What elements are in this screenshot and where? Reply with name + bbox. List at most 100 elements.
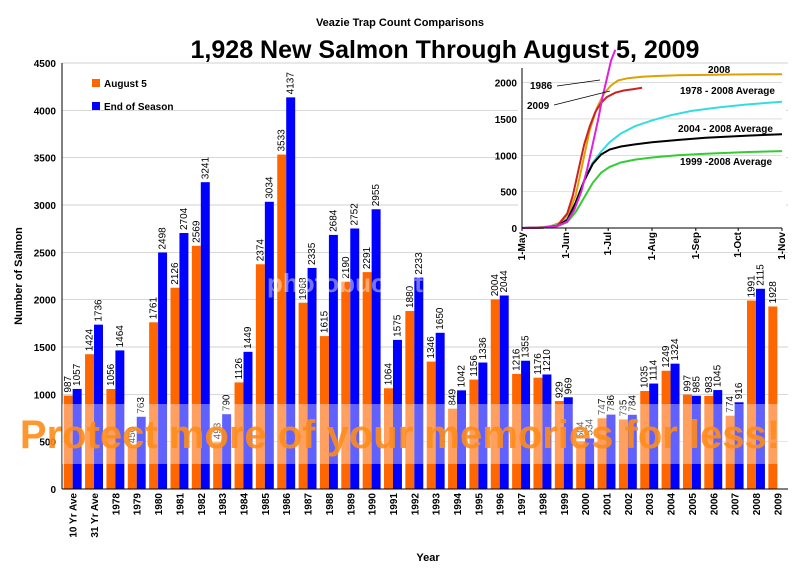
bar-end-of-season <box>734 402 744 489</box>
bar-value-label: 1056 <box>106 363 117 386</box>
y-tick-label: 4000 <box>34 106 57 117</box>
bar-august5 <box>490 299 500 489</box>
bar-value-label: 2684 <box>328 209 339 232</box>
y-tick-label: 0 <box>50 485 56 496</box>
legend: August 5 End of Season <box>92 79 173 113</box>
bar-end-of-season <box>649 383 659 489</box>
x-tick-label: 1992 <box>410 493 421 516</box>
y-tick-label: 1000 <box>34 390 57 401</box>
bar-value-label: 997 <box>682 374 693 391</box>
inset-line-1986 <box>521 49 617 229</box>
bar-august5 <box>725 415 735 489</box>
x-tick-label: 1981 <box>175 493 186 516</box>
x-tick-label: 1991 <box>389 493 400 516</box>
bar-august5 <box>384 388 393 489</box>
bar-value-label: 1064 <box>383 363 394 386</box>
bar-value-label: 493 <box>213 422 224 439</box>
bar-end-of-season <box>371 209 381 489</box>
annotation-1986: 1986 <box>530 81 553 92</box>
bar-value-label: 2569 <box>191 220 202 243</box>
annotation-2009: 2009 <box>527 101 550 112</box>
bar-value-label: 1114 <box>649 359 660 380</box>
main-bars <box>63 97 778 490</box>
bar-august5 <box>63 395 73 489</box>
bar-end-of-season <box>115 350 125 489</box>
bar-august5 <box>319 336 329 489</box>
bar-value-label: 1210 <box>542 349 553 372</box>
bar-value-label: 2233 <box>414 252 425 275</box>
bar-value-label: 2291 <box>362 246 373 269</box>
inset-series-lines <box>521 49 783 229</box>
inset-x-tick-label: 1-Jun <box>561 232 572 259</box>
bar-end-of-season <box>627 414 637 489</box>
bar-august5 <box>426 361 436 489</box>
y-tick-label: 3000 <box>34 201 57 212</box>
bar-value-label: 747 <box>597 398 608 415</box>
bar-end-of-season <box>350 228 360 489</box>
bar-august5 <box>533 377 543 489</box>
inset-line-chart: 0 500 1000 1500 2000 1-May 1-Jun 1-Jul 1-Aug 1-Se… <box>495 49 788 260</box>
bar-august5 <box>298 302 308 489</box>
bar-value-label: 450 <box>127 426 138 443</box>
bar-value-label: 1761 <box>149 297 160 320</box>
inset-y-tick-label: 1000 <box>495 151 518 162</box>
bar-value-label: 504 <box>576 421 587 438</box>
bar-value-label: 1346 <box>426 336 437 359</box>
bar-august5 <box>597 418 607 489</box>
x-tick-label: 1994 <box>453 493 464 516</box>
bar-end-of-season <box>136 416 146 489</box>
y-tick-label: 2000 <box>34 296 57 307</box>
bar-end-of-season <box>563 397 573 489</box>
bar-value-label: 2955 <box>371 184 382 207</box>
inset-y-tick-label: 2000 <box>495 79 518 90</box>
bar-value-label: 4137 <box>286 72 297 95</box>
bar-august5 <box>448 408 458 489</box>
bar-value-label: 1035 <box>640 365 651 388</box>
bar-august5 <box>213 442 223 489</box>
bar-value-label: 1464 <box>115 325 126 348</box>
bar-end-of-season <box>713 390 723 489</box>
bar-value-label: 784 <box>627 395 638 412</box>
bar-value-label: 1249 <box>661 345 672 368</box>
bar-value-label: 985 <box>691 376 702 393</box>
bar-end-of-season <box>286 97 296 489</box>
bar-august5 <box>106 389 116 489</box>
inset-x-tick-label: 1-Sep <box>691 232 702 259</box>
bar-value-label: 1928 <box>768 281 779 304</box>
bar-value-label: 1324 <box>670 338 681 361</box>
chart-supertitle: Veazie Trap Count Comparisons <box>316 17 484 29</box>
bar-end-of-season <box>755 288 765 489</box>
bar-value-label: 969 <box>563 377 574 394</box>
x-tick-label: 1983 <box>218 493 229 516</box>
bar-value-label: 1880 <box>405 285 416 308</box>
x-tick-label: 1986 <box>282 493 293 516</box>
bar-august5 <box>362 272 372 489</box>
x-tick-label: 1988 <box>325 493 336 516</box>
bar-end-of-season <box>606 414 616 489</box>
bar-august5 <box>127 446 137 489</box>
x-tick-label: 2003 <box>645 493 656 516</box>
bar-value-label: 1968 <box>298 277 309 300</box>
bar-end-of-season <box>179 233 189 489</box>
x-tick-label: 1995 <box>474 493 485 516</box>
bar-value-label: 774 <box>725 396 736 413</box>
x-tick-label: 1979 <box>133 493 144 516</box>
x-tick-label: 1993 <box>432 493 443 516</box>
bar-value-label: 1057 <box>72 363 83 386</box>
y-tick-label: 3500 <box>34 154 57 165</box>
bar-august5 <box>576 441 586 489</box>
bar-value-label: 1216 <box>512 348 523 371</box>
watermark-band <box>62 404 788 464</box>
bar-value-label: 916 <box>734 382 745 399</box>
bar-value-label: 1650 <box>435 307 446 330</box>
bar-end-of-season <box>457 390 466 489</box>
inset-gridlines <box>522 82 782 192</box>
bar-value-label: 1156 <box>469 355 480 377</box>
bar-value-label: 1424 <box>85 329 96 352</box>
bar-august5 <box>512 373 522 489</box>
bar-august5 <box>255 264 265 489</box>
x-tick-label: 10 Yr Ave <box>69 493 80 538</box>
x-tick-label: 2008 <box>752 493 763 516</box>
